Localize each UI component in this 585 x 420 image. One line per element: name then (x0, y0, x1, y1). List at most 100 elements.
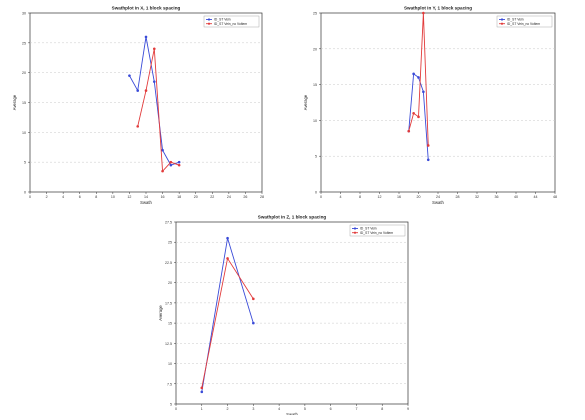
x-tick-label: 1 (201, 407, 203, 411)
y-tick-label: 7.5 (167, 382, 172, 386)
y-tick-label: 15 (313, 83, 317, 87)
y-tick-label: 5 (315, 155, 317, 159)
chart-svg-z: 5 7.5 10 12.5 15 17.5 20 22.5 25 27.5 0 1 2 3 4 5 6 7 8 9 Sw… (158, 215, 409, 418)
y-axis-label: Average (12, 94, 17, 110)
x-tick-label: 48 (553, 195, 557, 199)
x-tick-label: 20 (194, 195, 198, 199)
data-point (144, 35, 148, 39)
x-tick-label: 32 (475, 195, 479, 199)
x-tick-label: 44 (534, 195, 538, 199)
chart-title: Swathplot in X, 1 block spacing (112, 6, 181, 11)
y-tick-label: 12.5 (165, 342, 172, 346)
x-tick-label: 4 (62, 195, 64, 199)
legend-box (203, 15, 260, 28)
x-tick-label: 18 (177, 195, 181, 199)
y-axis-label: Average (158, 305, 163, 321)
x-tick-label: 12 (378, 195, 382, 199)
x-tick-label: 5 (304, 407, 306, 411)
x-tick-label: 0 (29, 195, 31, 199)
data-point (152, 80, 156, 83)
chart-title: Swathplot in Z, 1 block spacing (258, 215, 327, 220)
x-tick-label: 40 (514, 195, 518, 199)
x-tick-label: 4 (278, 407, 280, 411)
y-tick-label: 30 (22, 12, 26, 16)
x-tick-label: 22 (210, 195, 214, 199)
chart-title: Swathplot in Y, 1 block spacing (404, 6, 472, 11)
data-point (426, 144, 430, 147)
x-tick-label: 20 (417, 195, 421, 199)
y-tick-label: 22.5 (165, 261, 172, 265)
legend-label: ID_ST Vein (507, 18, 524, 22)
x-tick-label: 9 (407, 407, 409, 411)
legend-box (349, 224, 406, 237)
data-point (177, 163, 181, 167)
data-point (136, 125, 140, 128)
x-tick-label: 8 (95, 195, 97, 199)
x-tick-label: 2 (46, 195, 48, 199)
data-point (152, 47, 156, 51)
legend-marker (207, 22, 211, 25)
x-tick-label: 28 (456, 195, 460, 199)
y-axis-label: Average (303, 94, 308, 110)
data-point (422, 90, 425, 94)
legend-marker (500, 22, 504, 25)
data-point (252, 321, 255, 325)
y-tick-label: 0 (315, 191, 317, 195)
legend-label: ID_ST Vein (214, 18, 231, 22)
data-point (417, 76, 420, 79)
data-point (200, 390, 204, 394)
data-point (426, 158, 430, 162)
y-tick-label: 27.5 (165, 221, 172, 225)
y-tick-label: 25 (313, 12, 317, 16)
x-tick-label: 8 (359, 195, 361, 199)
y-tick-label: 25 (168, 241, 172, 245)
data-point (161, 148, 164, 152)
data-point (200, 386, 204, 390)
legend-label: ID_ST Vein_no Voltem (360, 231, 393, 235)
data-point (412, 72, 415, 76)
x-tick-label: 6 (330, 407, 332, 411)
x-tick-label: 7 (355, 407, 357, 411)
legend-label: ID_ST Vein_no Voltem (507, 22, 540, 26)
legend-marker (500, 18, 504, 21)
plot-frame (320, 12, 556, 193)
x-tick-label: 28 (260, 195, 264, 199)
y-tick-label: 10 (22, 131, 26, 135)
x-tick-label: 14 (144, 195, 148, 199)
legend-box (496, 15, 553, 28)
legend-label: ID_ST Vein_no Voltem (214, 22, 247, 26)
y-tick-label: 15 (168, 322, 172, 326)
legend-marker (353, 231, 357, 234)
x-tick-label: 0 (320, 195, 322, 199)
y-tick-label: 5 (170, 403, 172, 407)
legend-marker (353, 227, 357, 230)
data-point (412, 111, 415, 115)
data-point (169, 160, 173, 164)
legend-marker (207, 18, 211, 21)
y-tick-label: 0 (24, 191, 26, 195)
plot-frame (175, 221, 409, 405)
x-tick-label: 3 (252, 407, 254, 411)
data-point (407, 129, 411, 133)
data-point (128, 74, 131, 77)
data-point (161, 169, 164, 173)
data-point (226, 236, 229, 240)
y-tick-label: 10 (313, 119, 317, 123)
y-tick-label: 15 (22, 101, 26, 105)
chart-panel-x: 0 5 10 15 20 25 30 0 2 4 6 8 10 12 14 16 18 20 22 24 26 28 Swa… (0, 0, 292, 207)
chart-panel-z: 5 7.5 10 12.5 15 17.5 20 22.5 25 27.5 0 1 2 3 4 5 6 7 8 9 Sw… (146, 208, 438, 418)
y-tick-label: 10 (168, 362, 172, 366)
x-tick-label: 8 (381, 407, 383, 411)
x-tick-label: 4 (340, 195, 342, 199)
legend-label: ID_ST Vein (360, 227, 377, 231)
x-tick-label: 10 (111, 195, 115, 199)
data-point (226, 257, 229, 260)
x-axis-label: Swath (140, 200, 152, 205)
y-tick-label: 20 (313, 47, 317, 51)
x-tick-label: 36 (495, 195, 499, 199)
data-point (144, 89, 148, 92)
data-point (252, 297, 255, 301)
x-tick-label: 24 (436, 195, 440, 199)
x-tick-label: 26 (243, 195, 247, 199)
